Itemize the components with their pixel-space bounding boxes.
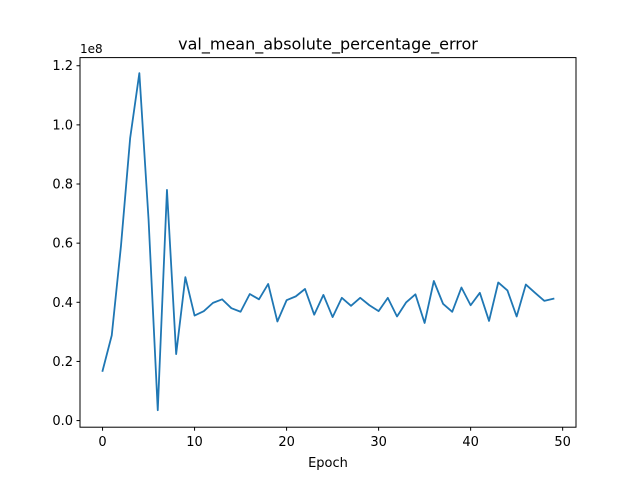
- x-tick-label: 40: [462, 435, 479, 450]
- x-tick-label: 0: [98, 435, 106, 450]
- x-axis-ticks: 0 10 20 30 40 50: [98, 427, 571, 450]
- chart-title: val_mean_absolute_percentage_error: [178, 35, 478, 55]
- x-tick-label: 30: [370, 435, 387, 450]
- y-tick-label: 1.2: [52, 59, 73, 74]
- y-tick-label: 0.8: [52, 178, 73, 193]
- y-tick-label: 0.2: [52, 355, 73, 370]
- x-tick-label: 20: [278, 435, 295, 450]
- x-tick-label: 50: [554, 435, 571, 450]
- plot-area-frame: [79, 57, 577, 428]
- y-tick-label: 0.4: [52, 296, 73, 311]
- y-axis-ticks: 0.0 0.2 0.4 0.6 0.8 1.0 1.2: [52, 59, 80, 429]
- x-axis-label: Epoch: [308, 456, 348, 471]
- series-line: [101, 72, 555, 412]
- y-tick-label: 1.0: [52, 118, 73, 133]
- y-tick-label: 0.0: [52, 414, 73, 429]
- x-tick-label: 10: [186, 435, 203, 450]
- y-tick-label: 0.6: [52, 237, 73, 252]
- series-layer: [101, 72, 555, 412]
- y-axis-multiplier: 1e8: [80, 42, 103, 56]
